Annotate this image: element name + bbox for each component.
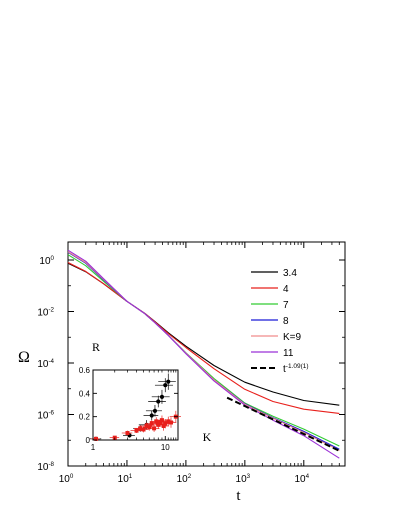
inset-point: [149, 413, 154, 418]
main-y-tick-label: 10-4: [37, 358, 54, 370]
legend-label: t-1.09(1): [283, 363, 309, 375]
inset-y-tick-label: 0: [86, 436, 91, 445]
inset-point: [159, 394, 165, 399]
legend-label: 8: [283, 316, 289, 327]
main-series-layer: [67, 249, 340, 459]
legend-label: K=9: [283, 332, 302, 343]
inset-point: [134, 428, 139, 433]
main-y-tick-label: 100: [39, 255, 54, 267]
inset-point: [156, 422, 161, 427]
inset-chart: 1 10 0 0.2 0.4 0.6 K R: [79, 340, 212, 452]
main-y-tick-label: 10-8: [37, 461, 54, 473]
inset-y-tick-label: 0.4: [79, 389, 91, 398]
inset-point: [152, 408, 158, 413]
inset-point: [138, 426, 143, 431]
main-x-tick-label: 102: [177, 473, 192, 485]
inset-point: [163, 421, 168, 426]
inset-point: [156, 399, 161, 404]
inset-x-tick-label: 1: [91, 443, 96, 452]
inset-point: [166, 419, 171, 424]
inset-x-tick-label: 10: [161, 443, 170, 452]
main-series-line: [67, 249, 340, 459]
inset-point: [125, 431, 130, 435]
inset-point: [141, 427, 146, 432]
inset-point: [159, 418, 164, 423]
inset-point: [149, 421, 154, 426]
inset-point: [168, 420, 173, 425]
main-series-line: [67, 262, 340, 414]
legend-label: 3.4: [283, 268, 297, 279]
legend-label: 4: [283, 284, 289, 295]
inset-y-tick-label: 0.2: [79, 413, 91, 422]
legend-label: 7: [283, 300, 289, 311]
main-y-tick-label: 10-6: [37, 409, 54, 421]
inset-axes-layer: 1 10 0 0.2 0.4 0.6: [79, 366, 179, 452]
main-x-tick-label: 104: [295, 473, 310, 485]
inset-y-axis-label: R: [92, 340, 100, 354]
main-x-tick-label: 103: [236, 473, 251, 485]
main-x-tick-label: 101: [118, 473, 133, 485]
main-plot-frame: [67, 241, 346, 467]
main-x-tick-label: 100: [59, 473, 74, 485]
inset-point: [93, 436, 98, 441]
inset-x-axis-label: K: [203, 430, 212, 444]
inset-point: [163, 383, 168, 388]
inset-y-tick-label: 0.6: [79, 366, 91, 375]
legend-label: 11: [283, 348, 294, 359]
inset-point: [166, 379, 171, 384]
inset-point: [144, 424, 149, 428]
inset-point: [158, 420, 163, 425]
inset-point: [152, 426, 157, 431]
main-y-axis-label: Ω: [18, 349, 30, 366]
inset-point: [161, 424, 166, 428]
inset-point: [147, 425, 152, 430]
inset-series-layer: [89, 373, 181, 441]
inset-point: [154, 419, 159, 424]
main-y-tick-label: 10-2: [37, 306, 54, 318]
main-x-axis-label: t: [236, 488, 241, 504]
legend: 3.4 4 7 8 K=9 11 t-1.09(1): [251, 268, 309, 375]
main-series-line: [226, 396, 340, 452]
